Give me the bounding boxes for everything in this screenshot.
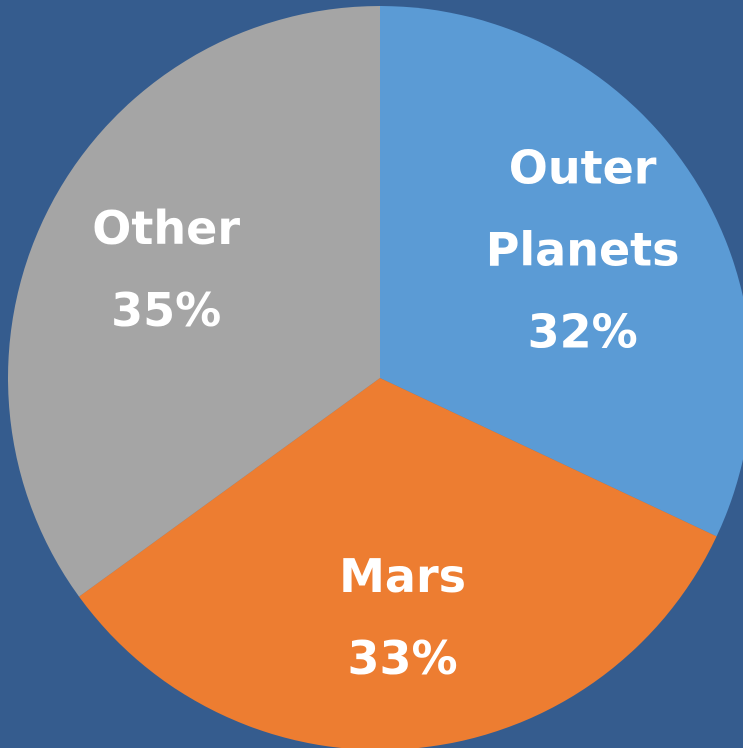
pie-slice-outer-planets (380, 6, 743, 537)
pie-label-other: Other 35% (92, 201, 240, 337)
pie-slice-mars (79, 378, 717, 748)
pie-category-label: Planets (486, 222, 680, 276)
pie-label-outer-planets: Outer Planets 32% (486, 140, 680, 358)
pie-category-label: Outer (509, 140, 657, 194)
pie-slices (7, 6, 743, 748)
pie-value-label: 32% (528, 304, 638, 358)
pie-value-label: 35% (111, 283, 221, 337)
pie-value-label: 33% (348, 631, 458, 685)
pie-category-label: Mars (339, 549, 466, 603)
pie-labels: Outer Planets 32% Mars 33% Other 35% (92, 140, 679, 685)
pie-slice-other (7, 6, 381, 597)
pie-category-label: Other (92, 201, 240, 255)
pie-label-mars: Mars 33% (339, 549, 466, 685)
